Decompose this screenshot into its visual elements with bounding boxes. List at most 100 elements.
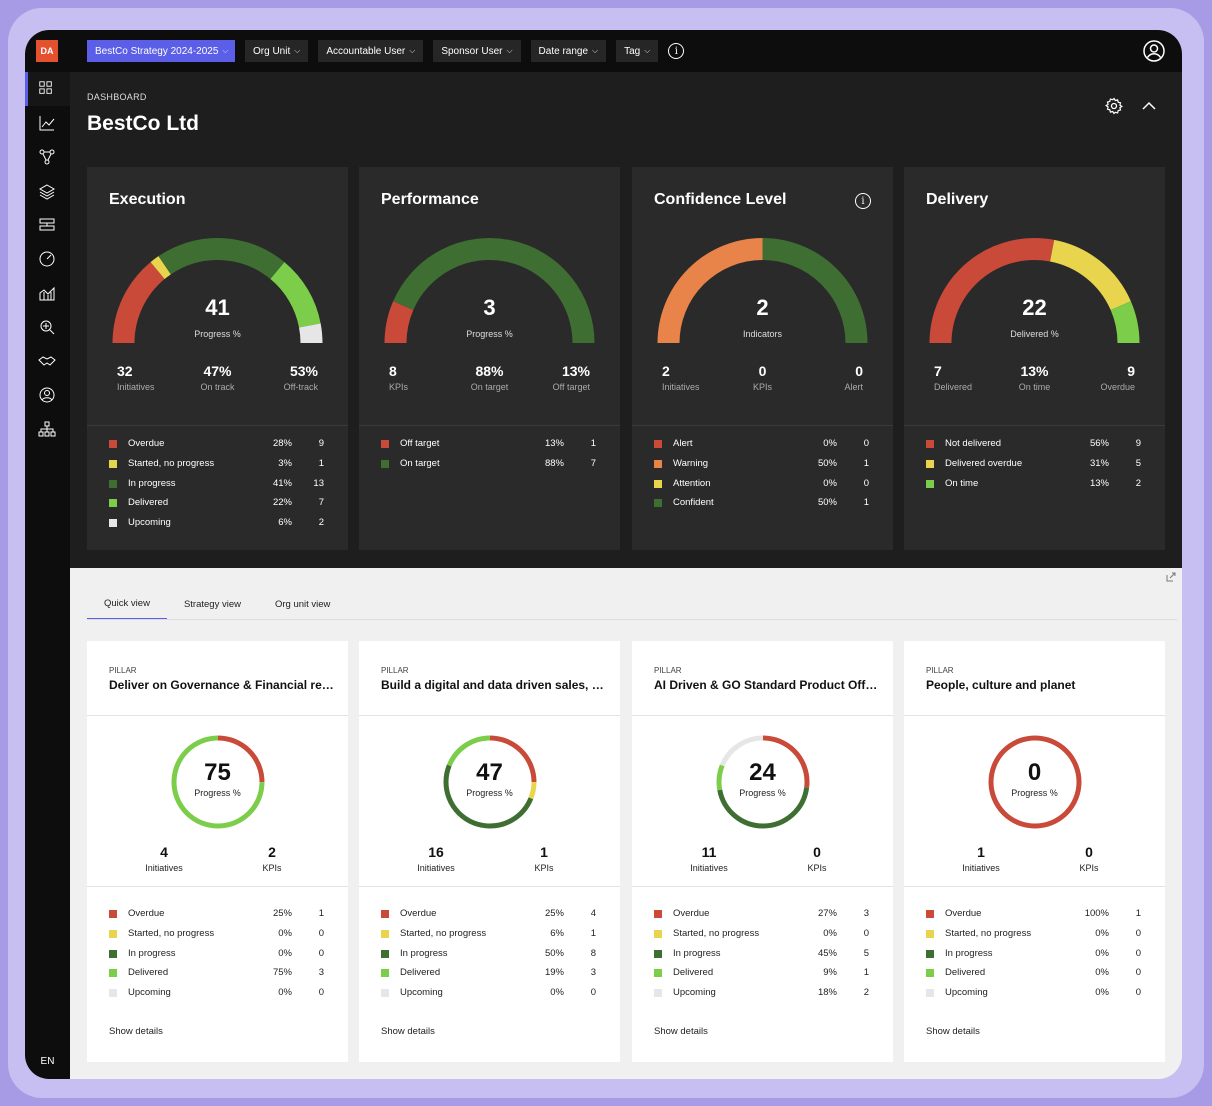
area-chart-icon[interactable] xyxy=(38,284,56,302)
pillar-card[interactable]: PILLAR Deliver on Governance & Financial… xyxy=(87,641,348,1062)
tab-org-unit-view[interactable]: Org unit view xyxy=(274,598,331,610)
legend-count: 0 xyxy=(863,438,869,449)
network-icon[interactable] xyxy=(38,148,56,166)
legend-percent: 0% xyxy=(1095,987,1109,999)
pillar-card[interactable]: PILLAR People, culture and planet 0 Prog… xyxy=(904,641,1165,1062)
legend-count: 9 xyxy=(318,438,324,449)
gauge-chart xyxy=(384,238,595,344)
tab-strategy-view[interactable]: Strategy view xyxy=(183,598,241,610)
legend-name: On time xyxy=(945,477,979,489)
legend-swatch xyxy=(109,499,117,508)
user-circle-icon[interactable] xyxy=(38,386,56,404)
sponsor-user-filter[interactable]: Sponsor User ⌵ xyxy=(433,40,521,62)
legend-row: Attention 0% 0 xyxy=(654,478,871,498)
info-icon[interactable]: i xyxy=(668,43,685,59)
server-icon[interactable] xyxy=(38,216,56,234)
legend-name: Upcoming xyxy=(945,987,988,999)
legend-swatch xyxy=(654,440,662,448)
pillar-label: PILLAR xyxy=(926,666,954,675)
pillar-card[interactable]: PILLAR Build a digital and data driven s… xyxy=(359,641,620,1062)
legend-count: 0 xyxy=(1135,927,1141,939)
initiatives-count: 11 xyxy=(701,844,717,860)
pillar-name[interactable]: AI Driven & GO Standard Product Offerin.… xyxy=(654,678,879,692)
org-unit-filter[interactable]: Org Unit ⌵ xyxy=(245,40,309,62)
date-range-filter[interactable]: Date range ⌵ xyxy=(530,40,607,62)
legend-row: In progress 45% 5 xyxy=(654,948,871,968)
show-details-link[interactable]: Show details xyxy=(381,1026,435,1037)
legend-row: Started, no progress 0% 0 xyxy=(926,928,1143,948)
zoom-icon[interactable] xyxy=(38,318,56,336)
stat-value: 8 xyxy=(389,363,397,379)
show-details-link[interactable]: Show details xyxy=(926,1026,980,1037)
legend-name: Off target xyxy=(400,438,440,449)
gauge-segment-grey xyxy=(298,323,323,344)
legend-swatch xyxy=(654,949,662,958)
legend-percent: 0% xyxy=(550,987,564,999)
legend-percent: 19% xyxy=(544,967,564,979)
info-icon[interactable]: i xyxy=(855,193,871,209)
legend-count: 8 xyxy=(590,947,596,959)
summary-section: DASHBOARD BestCo Ltd Execution 41 Progre… xyxy=(70,72,1182,568)
accountable-user-filter[interactable]: Accountable User ⌵ xyxy=(318,40,424,62)
gauge-label: Indicators xyxy=(742,329,783,339)
legend-swatch xyxy=(654,459,662,468)
ring-segment-lgreen xyxy=(443,735,537,829)
pillar-name[interactable]: Deliver on Governance & Financial requir… xyxy=(109,678,334,692)
user-account-icon[interactable] xyxy=(1143,40,1165,62)
legend-name: In progress xyxy=(945,947,993,959)
gauge-segment-red xyxy=(112,262,165,344)
legend-name: Overdue xyxy=(945,908,982,919)
legend-count: 1 xyxy=(590,927,596,939)
card-legend: Not delivered 56% 9 Delivered overdue 31… xyxy=(926,438,1143,497)
legend-percent: 75% xyxy=(272,967,292,979)
legend-row: In progress 0% 0 xyxy=(926,948,1143,968)
sidebar-item-dashboard[interactable] xyxy=(25,72,70,106)
gauge-segment-red xyxy=(929,238,1055,344)
summary-card-execution[interactable]: Execution 41 Progress % 32 Initiatives 47… xyxy=(87,167,348,550)
layers-icon[interactable] xyxy=(38,182,56,200)
language-selector[interactable]: EN xyxy=(40,1056,55,1067)
summary-card-delivery[interactable]: Delivery 22 Delivered % 7 Delivered 13% O… xyxy=(904,167,1165,550)
pillar-card[interactable]: PILLAR AI Driven & GO Standard Product O… xyxy=(632,641,893,1062)
legend-name: Started, no progress xyxy=(128,927,215,939)
tab-quick-view[interactable]: Quick view xyxy=(87,588,167,620)
legend-swatch xyxy=(109,929,117,938)
pillar-name[interactable]: Build a digital and data driven sales, C… xyxy=(381,678,606,692)
line-chart-icon[interactable] xyxy=(38,114,56,132)
summary-card-confidence-level[interactable]: Confidence Level i 2 Indicators 2 Initia… xyxy=(632,167,893,550)
accountable-user-filter-label: Accountable User xyxy=(326,45,406,57)
legend-percent: 22% xyxy=(272,497,292,509)
legend-name: In progress xyxy=(128,477,176,489)
legend-name: Upcoming xyxy=(400,987,443,999)
speedometer-icon[interactable] xyxy=(38,250,56,268)
legend-row: In progress 50% 8 xyxy=(381,948,598,968)
gauge-segment-lgreen xyxy=(270,262,321,328)
show-details-link[interactable]: Show details xyxy=(109,1026,163,1037)
gauge-segment-yellow xyxy=(1049,239,1131,311)
card-divider xyxy=(904,886,1165,887)
chevron-down-icon: ⌵ xyxy=(294,46,301,55)
gear-icon[interactable] xyxy=(1105,97,1123,115)
initiatives-count: 4 xyxy=(160,844,168,860)
legend-swatch xyxy=(654,989,662,998)
pillar-legend: Overdue 27% 3 Started, no progress 0% 0 … xyxy=(654,908,871,1007)
expand-icon[interactable] xyxy=(1166,572,1176,582)
legend-count: 0 xyxy=(590,987,596,999)
legend-count: 4 xyxy=(590,908,596,919)
show-details-link[interactable]: Show details xyxy=(654,1026,708,1037)
legend-percent: 6% xyxy=(278,517,292,529)
ring-value: 75 xyxy=(204,759,231,786)
handshake-icon[interactable] xyxy=(38,352,56,370)
strategy-filter[interactable]: BestCo Strategy 2024-2025 ⌵ xyxy=(87,40,235,62)
legend-count: 7 xyxy=(590,457,596,469)
legend-name: Upcoming xyxy=(128,517,171,529)
legend-name: Upcoming xyxy=(673,987,716,999)
pillar-name[interactable]: People, culture and planet xyxy=(926,678,1076,692)
chevron-up-icon[interactable] xyxy=(1140,97,1158,115)
tag-filter[interactable]: Tag ⌵ xyxy=(616,40,659,62)
app-logo[interactable]: DA xyxy=(36,40,58,62)
org-chart-icon[interactable] xyxy=(38,420,56,438)
gauge-value: 22 xyxy=(1022,295,1047,320)
summary-card-performance[interactable]: Performance 3 Progress % 8 KPIs 88% On ta… xyxy=(359,167,620,550)
gauge-segment-red xyxy=(384,301,414,344)
